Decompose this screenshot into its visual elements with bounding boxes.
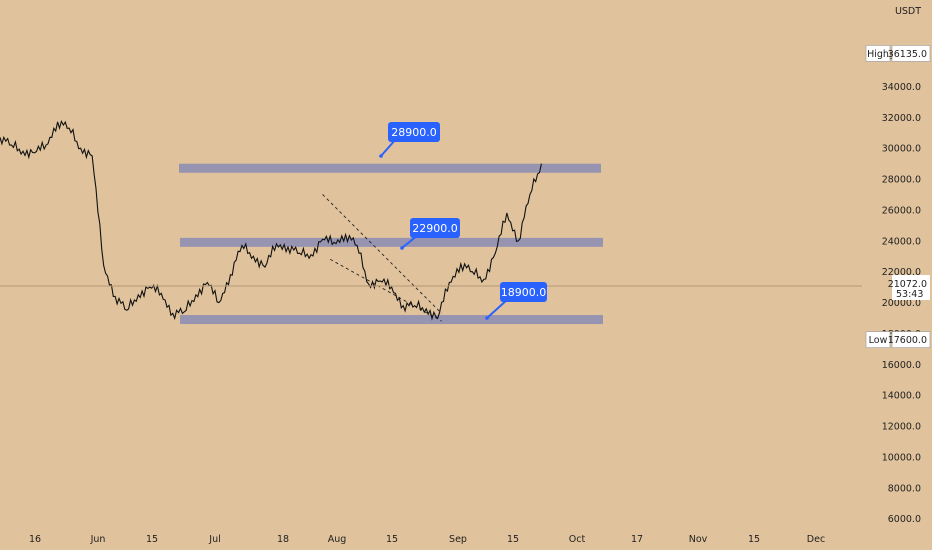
callout-box-1[interactable] [410,218,460,238]
currency-label: USDT [895,6,921,17]
x-tick-label-11: Nov [689,534,708,545]
low-tag-label: Low [869,335,888,346]
last-price-countdown: 53:43 [896,289,923,300]
high-tag-label-box [865,45,891,62]
y-tick-label-11: 14000.0 [882,391,921,402]
low-tag-label-box [865,331,891,348]
x-tick-label-6: 15 [386,534,398,545]
x-tick-label-2: 15 [146,534,158,545]
high-tag-value-box [891,45,931,62]
y-tick-label-13: 10000.0 [882,452,921,463]
callout-label-1: 22900.0 [412,222,458,235]
y-tick-label-3: 30000.0 [882,144,921,155]
x-tick-label-3: Jul [208,534,220,545]
y-tick-label-5: 26000.0 [882,205,921,216]
y-tick-label-4: 28000.0 [882,175,921,186]
x-tick-label-7: Sep [449,534,467,545]
trendline-0 [322,194,442,314]
x-tick-label-1: Jun [90,534,106,545]
x-tick-label-12: 15 [748,534,760,545]
zone-band-1 [180,237,603,247]
zone-band-2 [180,315,603,325]
callout-label-0: 28900.0 [391,126,437,139]
y-tick-label-8: 20000.0 [882,298,921,309]
x-tick-label-0: 16 [29,534,41,545]
x-tick-label-4: 18 [277,534,289,545]
zone-band-0 [179,163,601,173]
callout-anchor-0 [379,154,383,158]
y-tick-label-12: 12000.0 [882,422,921,433]
callout-pointer-2 [486,298,509,319]
level-callouts[interactable]: 28900.0 22900.0 18900.0 [379,122,547,320]
price-axis[interactable]: USDT 36000.034000.032000.030000.028000.0… [882,6,922,525]
time-axis[interactable]: 16 Jun 15 Jul 18 Aug 15 Sep 15 Oct 17 Nov 15 Dec [29,534,825,545]
x-tick-label-13: Dec [807,534,825,545]
low-tag-value: 17600.0 [888,335,927,346]
y-tick-label-14: 8000.0 [888,483,921,494]
high-tag-value: 36135.0 [888,49,927,60]
x-tick-label-8: 15 [507,534,519,545]
y-tick-label-6: 24000.0 [882,236,921,247]
callout-box-2[interactable] [500,282,547,302]
price-series-line [0,119,542,321]
y-tick-label-15: 6000.0 [888,514,921,525]
support-resistance-zones [179,163,603,325]
y-tick-label-7: 22000.0 [882,267,921,278]
callout-anchor-1 [400,246,404,250]
trendlines [322,194,442,322]
callout-label-2: 18900.0 [501,286,547,299]
x-tick-label-5: Aug [328,534,347,545]
y-tick-label-1: 34000.0 [882,82,921,93]
x-tick-label-10: 17 [631,534,643,545]
last-price-box [892,275,930,301]
last-price-value: 21072.0 [888,279,927,290]
y-tick-label-2: 32000.0 [882,113,921,124]
low-tag-value-box [891,331,931,348]
callout-anchor-2 [485,316,489,320]
callout-box-0[interactable] [388,122,440,142]
x-tick-label-9: Oct [569,534,586,545]
y-tick-label-10: 16000.0 [882,360,921,371]
high-tag-label: High [867,49,889,60]
